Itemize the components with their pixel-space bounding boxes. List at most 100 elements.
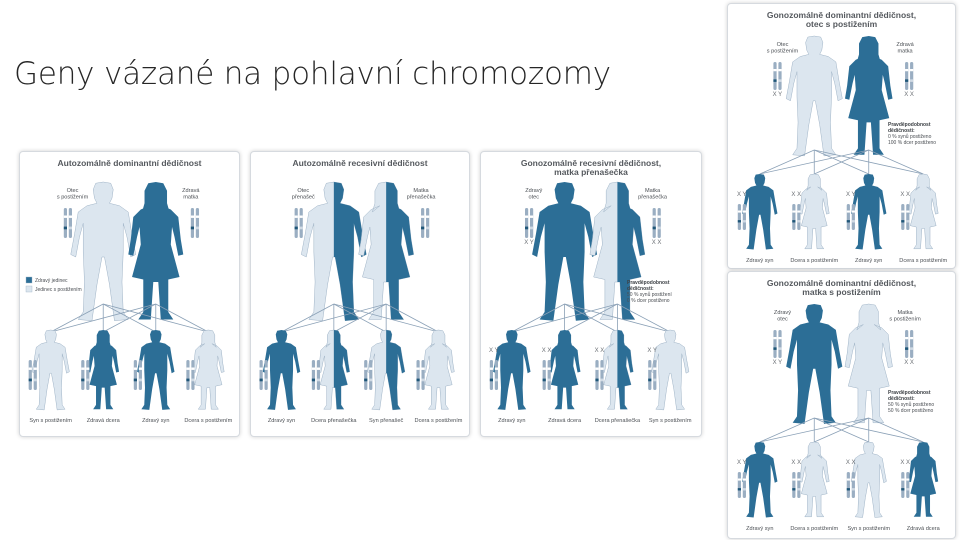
panel-title: otec s postižením xyxy=(806,19,878,29)
parent-label: Otec xyxy=(297,188,309,194)
chromosome-pair xyxy=(63,208,72,238)
panel-autosomal-recessive: Autozomálně recesivní dědičnost Otec přena… xyxy=(250,151,470,437)
probability-note: 0 % synů postiženo xyxy=(888,133,932,140)
legend-label: Zdravý jedinec xyxy=(35,278,68,284)
chromosome-pair xyxy=(595,360,604,390)
chromosome-pair xyxy=(737,204,746,230)
panel-title: Autozomálně recesivní dědičnost xyxy=(292,158,427,168)
daughter-figure xyxy=(908,442,939,517)
son-figure xyxy=(493,330,531,410)
chromosome-pair xyxy=(190,208,200,238)
child-label: Syn přenašeč xyxy=(369,418,403,424)
panel-figure: Gonozomálně recesivní dědičnost,matka př… xyxy=(489,158,692,424)
parent-label: matka xyxy=(897,49,913,55)
parent-label: Matka xyxy=(413,188,429,194)
probability-note: 100 % dcer postiženo xyxy=(888,140,936,146)
slide-title: Geny vázané na pohlavní chromozomy xyxy=(14,56,611,92)
chromosome-pair xyxy=(525,208,534,238)
child-label: Syn s postižením xyxy=(29,418,72,424)
child-label: Syn s postižením xyxy=(847,526,890,532)
child-label: Dcera s postižením xyxy=(790,526,838,532)
legend-label: Jedinec s postižením xyxy=(35,287,82,293)
panel-figure: Gonozomálně dominantní dědičnost,matka s… xyxy=(737,278,941,532)
son-figure xyxy=(651,329,690,411)
sex-chromosome-label: X X xyxy=(846,460,856,466)
probability-note: 0 % dcer postiženo xyxy=(627,298,670,304)
legend-swatch xyxy=(25,276,33,284)
chromosome-pair xyxy=(186,360,195,390)
sex-chromosome-label: X X xyxy=(791,192,801,198)
probability-note: Pravděpodobnost xyxy=(888,390,931,396)
chromosome-pair xyxy=(81,360,90,390)
chromosome-pair xyxy=(259,360,268,390)
sex-chromosome-label: X X xyxy=(542,348,552,354)
daughter-figure xyxy=(601,329,634,410)
probability-note: Pravděpodobnost xyxy=(888,122,931,128)
panel-title: Gonozomálně dominantní dědičnost, xyxy=(767,278,916,288)
chromosome-pair xyxy=(489,360,498,390)
daughter-figure xyxy=(422,329,455,410)
probability-note: 50 % synů postiženo xyxy=(888,401,934,408)
child-label: Zdravý syn xyxy=(268,418,295,424)
chromosome-pair xyxy=(652,208,661,238)
parent-label: Otec xyxy=(777,42,789,48)
chromosome-pair xyxy=(364,360,373,390)
sex-chromosome-label: X X xyxy=(904,92,914,98)
inheritance-lines xyxy=(281,303,439,333)
chromosome-pair xyxy=(792,204,801,230)
parent-label: Matka xyxy=(897,310,913,316)
son-figure xyxy=(742,174,778,250)
sex-chromosome-label: X Y xyxy=(524,240,534,246)
parent-label: Zdravá xyxy=(182,188,200,194)
son-figure xyxy=(850,441,887,518)
sex-chromosome-label: X X xyxy=(900,192,910,198)
chromosome-pair xyxy=(901,204,910,230)
child-label: Dcera s postižením xyxy=(184,418,232,424)
child-label: Zdravá dcera xyxy=(907,526,941,532)
probability-note: dědičnosti: xyxy=(888,128,915,134)
panel-xlinked-recessive: Gonozomálně recesivní dědičnost, matka př… xyxy=(480,151,702,437)
panel-title: Autozomálně dominantní dědičnost xyxy=(57,158,201,168)
chromosome-pair xyxy=(542,360,551,390)
chromosome-pair xyxy=(901,472,910,498)
chromosome-pair xyxy=(416,360,425,390)
panel-autosomal-dominant: Autozomálně dominantní dědičnost Otec s po… xyxy=(19,151,240,437)
father-figure xyxy=(785,35,843,157)
parent-label: Zdravý xyxy=(774,310,791,316)
child-label: Dcera přenašečka xyxy=(595,418,641,424)
inheritance-lines xyxy=(50,303,209,333)
chromosome-pair xyxy=(905,62,914,90)
chromosome-pair xyxy=(773,62,782,90)
child-label: Zdravá dcera xyxy=(548,418,582,424)
panel-figure: Gonozomálně dominantní dědičnost,otec s … xyxy=(737,10,947,264)
daughter-figure xyxy=(317,329,350,410)
probability-note: dědičnosti: xyxy=(888,396,915,402)
panel-title: Gonozomálně recesivní dědičnost, xyxy=(521,158,661,168)
child-label: Zdravý syn xyxy=(746,526,773,532)
son-figure xyxy=(137,330,175,410)
sex-chromosome-label: X Y xyxy=(846,192,856,198)
parent-label: Matka xyxy=(645,188,661,194)
legend-swatch xyxy=(25,285,33,293)
mother-figure xyxy=(844,303,893,424)
daughter-figure xyxy=(192,329,225,410)
parent-label: přenašečka xyxy=(638,195,668,201)
father-figure xyxy=(532,182,598,321)
child-label: Zdravá dcera xyxy=(87,418,121,424)
chromosome-pair xyxy=(421,208,430,238)
child-label: Dcera přenašečka xyxy=(311,418,357,424)
parent-label: Zdravý xyxy=(525,188,542,194)
chromosome-pair xyxy=(846,204,855,230)
chromosome-pair xyxy=(846,472,855,498)
panel-title: matka přenašečka xyxy=(554,167,628,177)
parent-label: s postižením xyxy=(57,195,89,201)
chromosome-pair xyxy=(648,360,657,390)
sex-chromosome-label: X Y xyxy=(737,460,747,466)
inheritance-lines xyxy=(511,303,671,333)
daughter-figure xyxy=(799,441,830,518)
sex-chromosome-label: X X xyxy=(900,460,910,466)
chromosome-pair xyxy=(311,360,321,390)
parent-label: Otec xyxy=(67,188,79,194)
child-label: Dcera s postižením xyxy=(415,418,463,424)
